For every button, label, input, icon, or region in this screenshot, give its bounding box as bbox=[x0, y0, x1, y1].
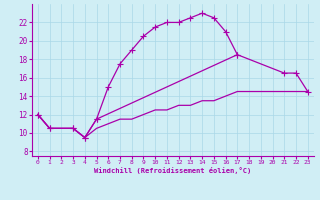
X-axis label: Windchill (Refroidissement éolien,°C): Windchill (Refroidissement éolien,°C) bbox=[94, 167, 252, 174]
